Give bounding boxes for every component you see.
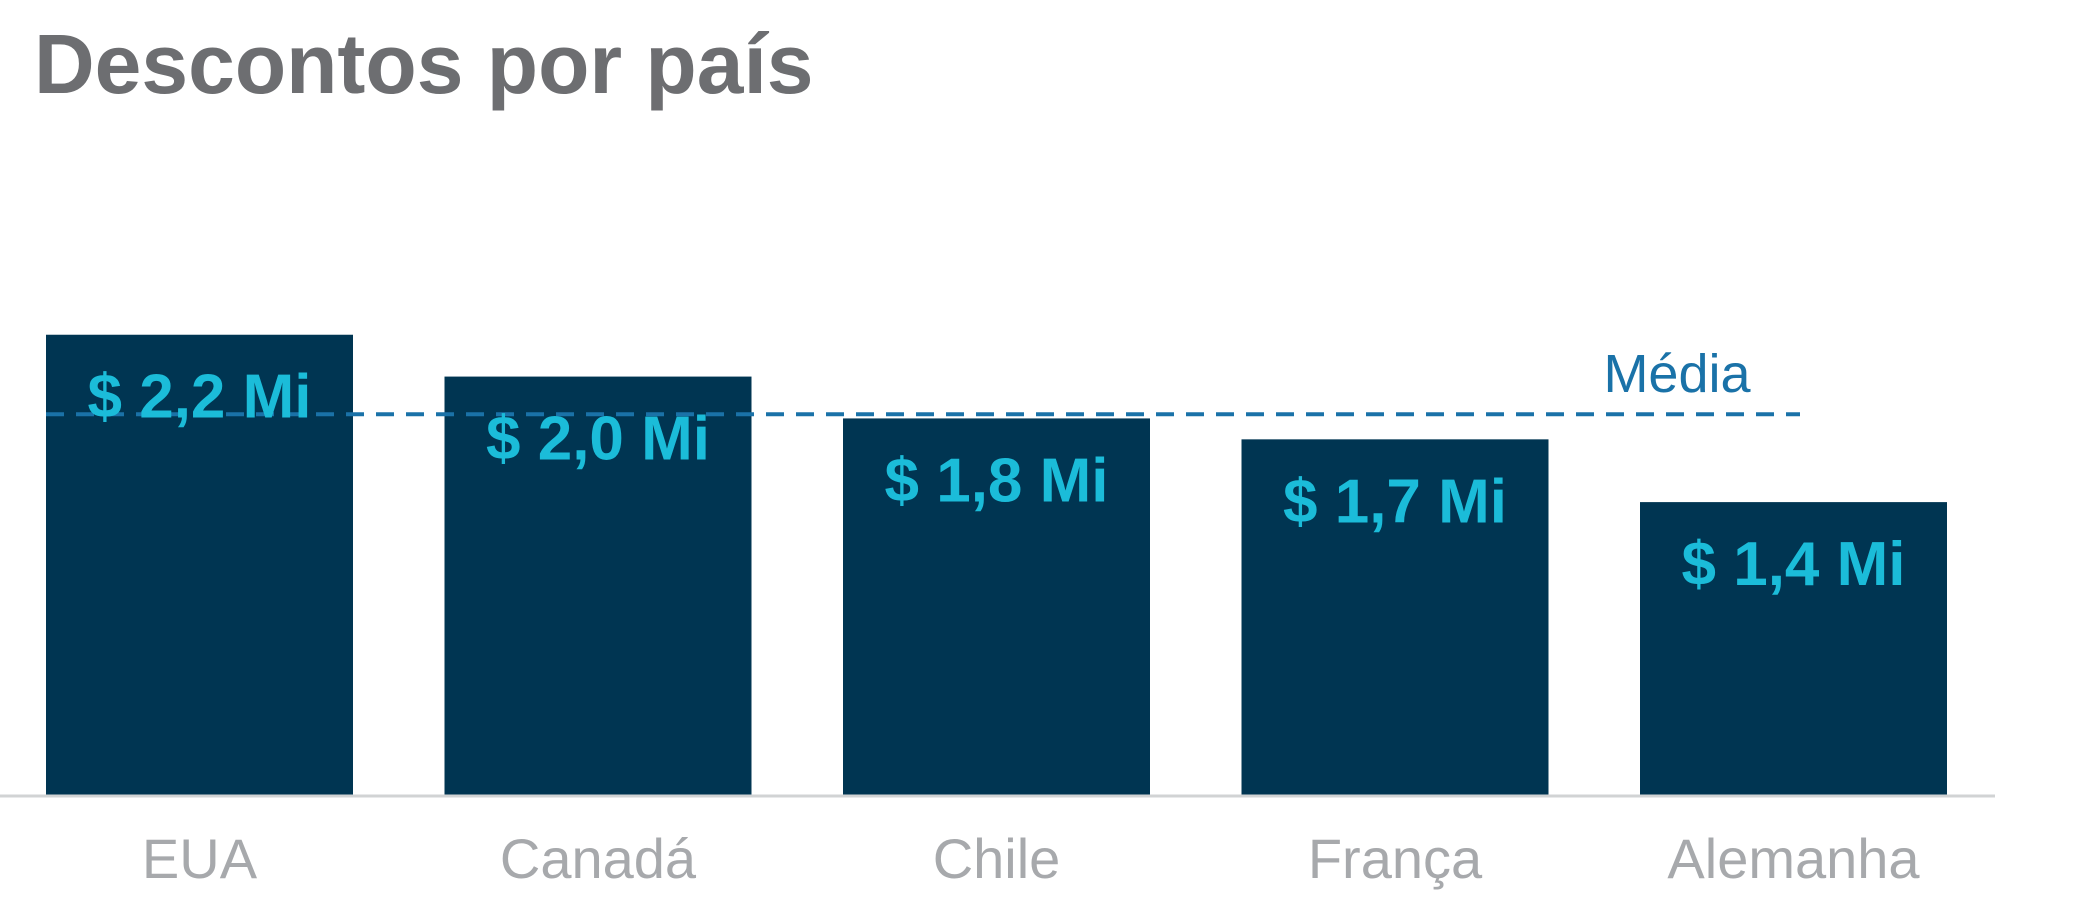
category-label-4: França	[1308, 827, 1483, 890]
bar-value-label-3: $ 1,8 Mi	[885, 446, 1109, 515]
bars-group	[46, 334, 1947, 795]
category-label-1: EUA	[142, 827, 258, 890]
category-labels-group: EUA Canadá Chile França Alemanha	[142, 827, 1921, 890]
bar-value-label-1: $ 2,2 Mi	[88, 363, 312, 432]
category-label-5: Alemanha	[1667, 827, 1920, 890]
bar-5	[1640, 502, 1947, 795]
category-label-2: Canadá	[500, 827, 697, 890]
category-label-3: Chile	[933, 827, 1061, 890]
bar-2	[444, 376, 752, 795]
bar-value-label-2: $ 2,0 Mi	[486, 405, 710, 474]
bar-1	[46, 334, 353, 795]
average-label: Média	[1603, 344, 1751, 404]
bar-3	[843, 418, 1150, 795]
bar-value-label-4: $ 1,7 Mi	[1283, 467, 1507, 536]
chart-title: Descontos por país	[34, 17, 814, 111]
value-labels-group: $ 2,2 Mi $ 2,0 Mi $ 1,8 Mi $ 1,7 Mi $ 1,4 Mi	[88, 363, 1906, 599]
bar-4	[1241, 439, 1549, 795]
bar-value-label-5: $ 1,4 Mi	[1682, 530, 1906, 599]
